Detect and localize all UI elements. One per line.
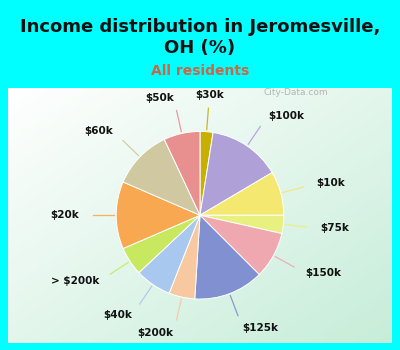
Text: $40k: $40k (103, 310, 132, 320)
Text: $10k: $10k (316, 178, 345, 188)
Wedge shape (123, 215, 200, 273)
Text: $125k: $125k (243, 323, 279, 333)
Wedge shape (200, 132, 213, 215)
Wedge shape (139, 215, 200, 293)
Wedge shape (200, 215, 282, 274)
Wedge shape (200, 133, 272, 215)
Text: > $200k: > $200k (51, 276, 99, 286)
Text: $75k: $75k (320, 224, 349, 233)
Wedge shape (200, 173, 284, 215)
Wedge shape (116, 182, 200, 248)
Text: $20k: $20k (51, 210, 80, 220)
Wedge shape (164, 132, 200, 215)
Wedge shape (169, 215, 200, 299)
Wedge shape (200, 215, 284, 233)
Text: $100k: $100k (268, 111, 304, 120)
Text: $150k: $150k (306, 268, 342, 278)
Text: $50k: $50k (145, 92, 174, 103)
Text: $200k: $200k (138, 328, 174, 338)
Wedge shape (195, 215, 259, 299)
Text: Income distribution in Jeromesville,
OH (%): Income distribution in Jeromesville, OH … (20, 18, 380, 57)
Text: $30k: $30k (195, 90, 224, 100)
Wedge shape (123, 139, 200, 215)
Text: All residents: All residents (151, 64, 249, 78)
Text: City-Data.com: City-Data.com (263, 88, 328, 97)
Text: $60k: $60k (85, 126, 113, 136)
